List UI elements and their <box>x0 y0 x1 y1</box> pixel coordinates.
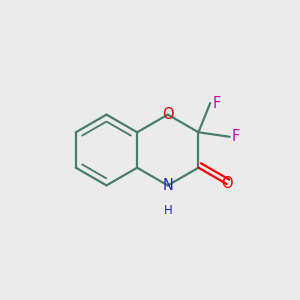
Text: O: O <box>162 107 174 122</box>
Text: O: O <box>221 176 232 191</box>
Text: H: H <box>164 204 172 218</box>
Text: F: F <box>213 95 221 110</box>
Text: F: F <box>232 129 240 144</box>
Text: N: N <box>162 178 173 193</box>
